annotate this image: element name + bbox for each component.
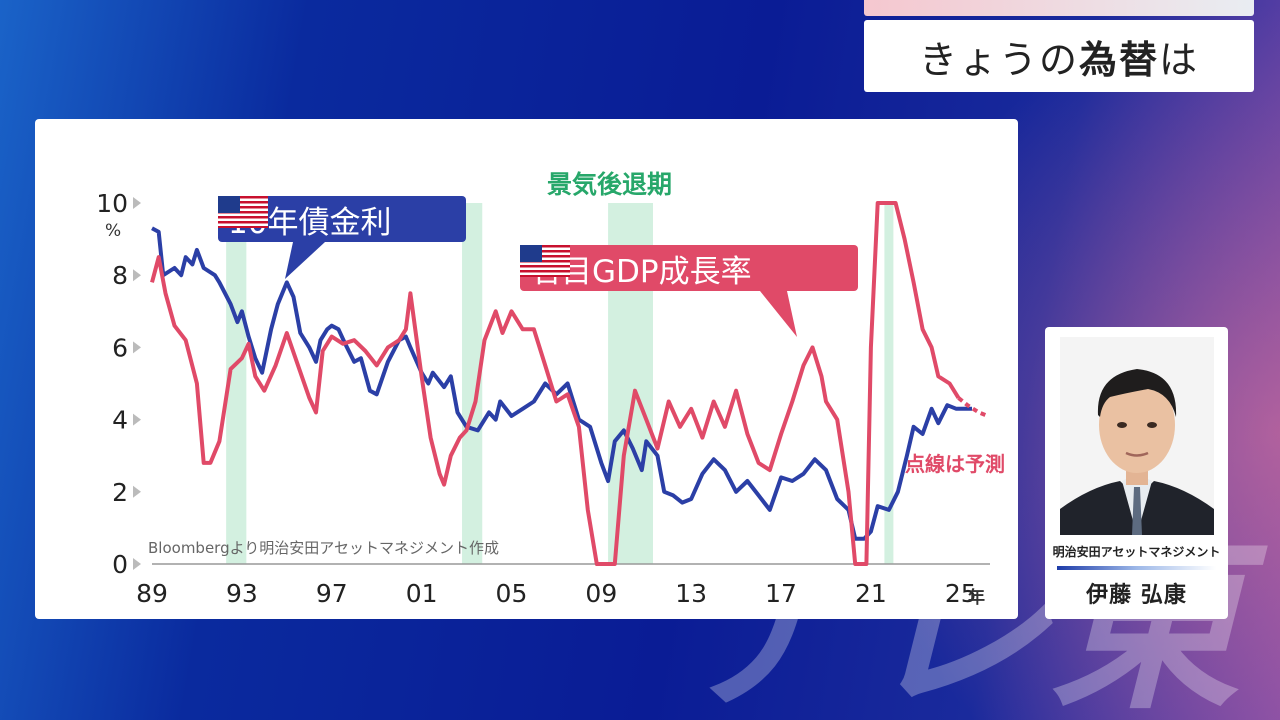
y-tick-marker	[133, 269, 141, 282]
recession-band-1	[462, 203, 483, 564]
source-note: Bloombergより明治安田アセットマネジメント作成	[148, 539, 500, 557]
y-tick-marker	[133, 558, 141, 570]
recession-band-3	[884, 203, 894, 564]
commentator-name: 伊藤 弘康	[1086, 583, 1187, 608]
title-suffix: は	[1159, 37, 1200, 82]
y-tick-marker	[133, 413, 141, 426]
line-chart: 0 2 4 6 8 10 89 93 97 01 05 09 13 17 21 25	[96, 189, 990, 608]
recession-label: 景気後退期	[547, 170, 673, 199]
y-tick-label: 10	[96, 189, 128, 218]
y-tick-label: 6	[112, 333, 128, 362]
legend-tag-10y-bond: 10年債金利	[218, 196, 466, 242]
title-top-bar	[864, 0, 1254, 16]
commentator-company: 明治安田アセットマネジメント	[1052, 545, 1221, 559]
series-line-0	[151, 226, 972, 541]
y-tick-marker	[133, 197, 141, 209]
x-tick-label: 93	[226, 579, 258, 608]
forecast-note: 点線は予測	[905, 452, 1005, 476]
x-tick-label: 25	[945, 579, 977, 608]
x-tick-label: 01	[406, 579, 438, 608]
y-tick-marker	[133, 485, 141, 498]
chart-panel: 0 2 4 6 8 10 89 93 97 01 05 09 13 17 21 25 % 景気後退期 10年…	[35, 119, 1018, 619]
y-tick-marker	[133, 341, 141, 354]
y-tick-label: 0	[112, 550, 128, 579]
x-tick-label: 21	[855, 579, 887, 608]
title-highlight: 為替	[1078, 37, 1159, 82]
title-prefix: きょうの	[918, 37, 1079, 82]
y-tick-label: 4	[112, 406, 128, 435]
legend-tag-nominal-gdp: 名目GDP成長率	[520, 245, 858, 291]
x-tick-label: 09	[585, 579, 617, 608]
legend-pointer-nominal-gdp	[760, 291, 797, 337]
y-axis-unit: %	[105, 221, 122, 241]
commentator-photo	[1060, 337, 1214, 535]
x-tick-label: 05	[496, 579, 528, 608]
program-title: きょうの 為替は	[864, 0, 1254, 92]
series-line-1	[150, 201, 961, 566]
us-flag-icon	[520, 245, 570, 277]
x-tick-label: 13	[675, 579, 707, 608]
commentator-card: 明治安田アセットマネジメント 伊藤 弘康	[1045, 327, 1228, 619]
company-underline	[1057, 566, 1216, 570]
y-tick-label: 8	[112, 261, 128, 290]
recession-band-0	[226, 203, 247, 564]
legend-pointer-10y-bond	[285, 242, 325, 279]
x-axis-unit: 年	[968, 588, 985, 608]
x-tick-label: 17	[765, 579, 797, 608]
x-tick-label: 97	[316, 579, 348, 608]
y-tick-label: 2	[112, 478, 128, 507]
us-flag-icon	[218, 196, 268, 228]
x-tick-label: 89	[136, 579, 168, 608]
series-forecast-1	[957, 396, 989, 418]
title-text: きょうの 為替は	[864, 20, 1254, 92]
